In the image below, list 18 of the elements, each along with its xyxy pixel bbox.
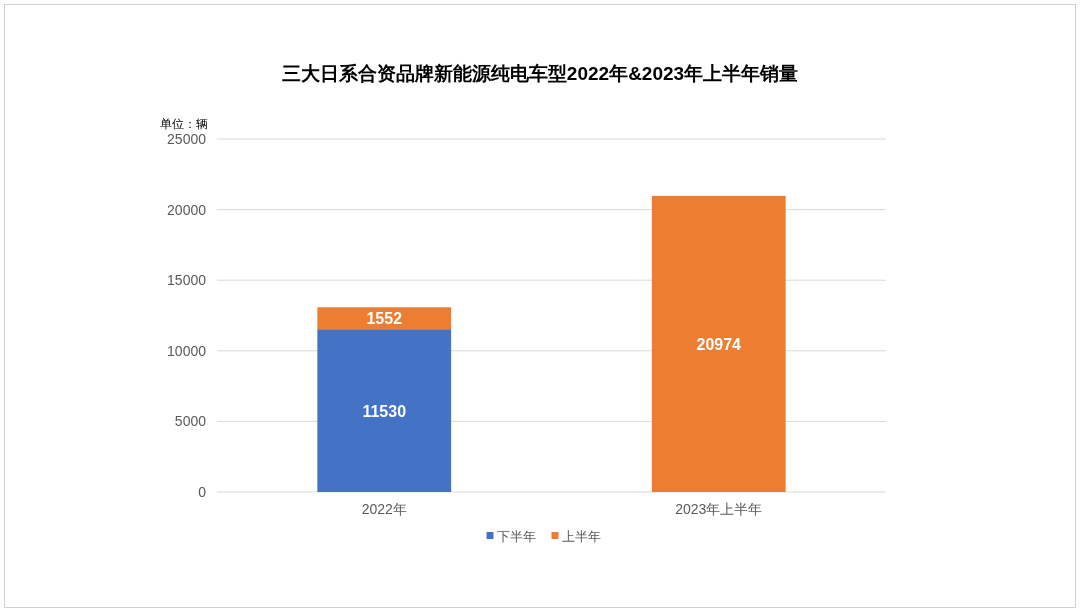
bar [651, 195, 786, 492]
y-tick-label: 10000 [167, 342, 207, 359]
x-tick-label: 2022年 [361, 501, 407, 517]
y-tick-label: 25000 [167, 131, 207, 147]
y-tick-label: 20000 [167, 201, 207, 218]
bar [317, 329, 452, 492]
y-tick-label: 15000 [167, 272, 207, 289]
y-tick-label: 5000 [174, 413, 207, 430]
data-label: 20974 [696, 335, 742, 353]
x-tick-label: 2023年上半年 [675, 501, 763, 517]
bar [317, 307, 452, 330]
data-label: 11530 [362, 402, 407, 420]
legend-label: 上半年 [561, 529, 601, 544]
legend-label: 下半年 [496, 529, 536, 544]
data-label: 1552 [366, 310, 403, 328]
chart-title: 三大日系合资品牌新能源纯电车型2022年&2023年上半年销量 [281, 63, 799, 84]
y-tick-label: 0 [198, 484, 207, 500]
y-axis-title: 单位：辆 [160, 117, 208, 131]
